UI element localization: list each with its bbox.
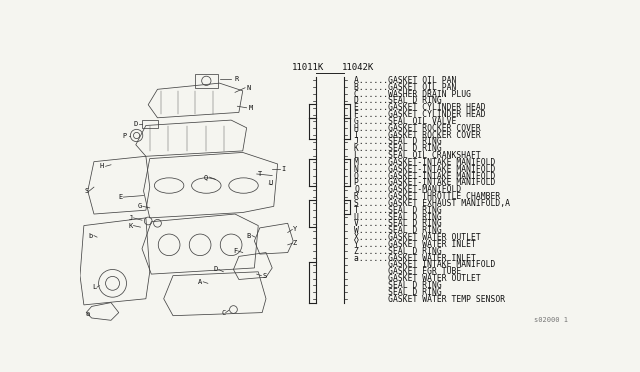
Text: L: L xyxy=(92,284,96,290)
Text: J: J xyxy=(128,215,132,221)
Text: F......GASKET CYLINDER HEAD: F......GASKET CYLINDER HEAD xyxy=(355,110,486,119)
Text: I: I xyxy=(281,166,285,172)
Text: M: M xyxy=(248,105,253,111)
Text: E......GASKET CYLINDER HEAD: E......GASKET CYLINDER HEAD xyxy=(355,103,486,112)
Text: A: A xyxy=(198,279,202,285)
Text: D: D xyxy=(134,121,138,127)
Text: D......SEAL D RING: D......SEAL D RING xyxy=(355,96,442,105)
Text: X......GASKET WATER OUTLET: X......GASKET WATER OUTLET xyxy=(355,233,481,242)
Text: H......GASKET ROCKER COVER: H......GASKET ROCKER COVER xyxy=(355,124,481,133)
Text: V......SEAL D RING: V......SEAL D RING xyxy=(355,219,442,228)
Text: W......SEAL D RING: W......SEAL D RING xyxy=(355,226,442,235)
Text: L......SEAL OIL CRANKSHAFT: L......SEAL OIL CRANKSHAFT xyxy=(355,151,481,160)
Text: U: U xyxy=(269,180,273,186)
Text: G: G xyxy=(138,203,142,209)
Text: Y: Y xyxy=(292,227,297,232)
Text: Q......GASKET-MANIFOLD: Q......GASKET-MANIFOLD xyxy=(355,185,461,194)
Text: M......GASKET-INTAKE MANIFOLD: M......GASKET-INTAKE MANIFOLD xyxy=(355,158,496,167)
Text: B: B xyxy=(247,232,251,238)
Bar xyxy=(195,74,218,88)
Text: P......GASKET-INTAKE MANIFOLD: P......GASKET-INTAKE MANIFOLD xyxy=(355,179,496,187)
Text: a: a xyxy=(86,311,90,317)
Text: N: N xyxy=(247,85,251,91)
Text: GASKET EGR TUBE: GASKET EGR TUBE xyxy=(355,267,461,276)
Text: 11042K: 11042K xyxy=(342,63,374,73)
Text: N......GASKET-INTAKE MANIFOLD: N......GASKET-INTAKE MANIFOLD xyxy=(355,165,496,174)
Text: O......GASKET-INTAKE MANIFOLD: O......GASKET-INTAKE MANIFOLD xyxy=(355,171,496,181)
Bar xyxy=(142,120,157,128)
Text: Q: Q xyxy=(204,174,207,180)
Text: b: b xyxy=(89,232,93,238)
Text: A......GASKET OIL PAN: A......GASKET OIL PAN xyxy=(355,76,457,85)
Text: G......SEAL OIL VALVE: G......SEAL OIL VALVE xyxy=(355,117,457,126)
Text: SEAL D RING: SEAL D RING xyxy=(355,281,442,290)
Text: U......SEAL D RING: U......SEAL D RING xyxy=(355,213,442,222)
Text: D: D xyxy=(214,266,218,272)
Text: Z......SEAL D RING: Z......SEAL D RING xyxy=(355,247,442,256)
Text: 11011K: 11011K xyxy=(292,63,324,73)
Text: I......GASKET ROCKER COVER: I......GASKET ROCKER COVER xyxy=(355,131,481,140)
Text: Z: Z xyxy=(292,240,297,246)
Text: C: C xyxy=(221,310,225,315)
Text: H: H xyxy=(100,163,104,169)
Text: GASKET WATER TEMP SENSOR: GASKET WATER TEMP SENSOR xyxy=(355,295,506,304)
Text: S: S xyxy=(84,188,88,194)
Text: S: S xyxy=(262,273,267,279)
Text: R: R xyxy=(234,76,239,81)
Text: K......SEAL D RING: K......SEAL D RING xyxy=(355,144,442,153)
Text: a......GASKET WATER INLET: a......GASKET WATER INLET xyxy=(355,254,476,263)
Text: Y......GASKET WATER INLET: Y......GASKET WATER INLET xyxy=(355,240,476,249)
Text: B......GASKET OIL PAN: B......GASKET OIL PAN xyxy=(355,83,457,92)
Text: P: P xyxy=(123,132,127,138)
Text: s02000 1: s02000 1 xyxy=(534,317,568,323)
Text: S......GASKET EXHAUST MANIFOLD,A: S......GASKET EXHAUST MANIFOLD,A xyxy=(355,199,510,208)
Text: J......SEAL D RING: J......SEAL D RING xyxy=(355,137,442,147)
Text: R......GASKET THROTTLE CHAMBER: R......GASKET THROTTLE CHAMBER xyxy=(355,192,500,201)
Text: SEAL D RING: SEAL D RING xyxy=(355,288,442,297)
Text: F: F xyxy=(233,248,237,254)
Text: GASKET INTAKE MANIFOLD: GASKET INTAKE MANIFOLD xyxy=(355,260,496,269)
Text: GASKET WATER OUTLET: GASKET WATER OUTLET xyxy=(355,274,481,283)
Text: C......WASHER DRAIN PLUG: C......WASHER DRAIN PLUG xyxy=(355,90,471,99)
Text: T: T xyxy=(258,171,262,177)
Text: E: E xyxy=(118,194,122,200)
Text: T......SEAL D RING: T......SEAL D RING xyxy=(355,206,442,215)
Text: K: K xyxy=(128,222,132,228)
